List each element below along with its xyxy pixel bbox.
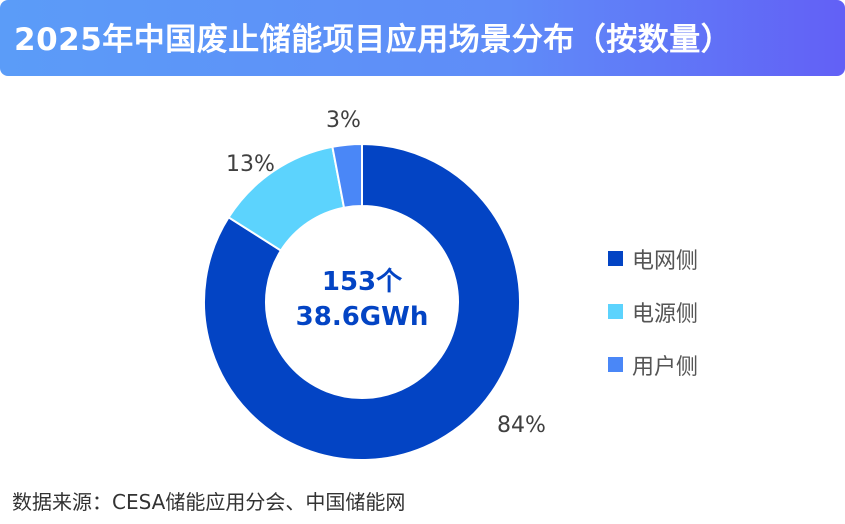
label-source-pct: 13% <box>226 152 275 177</box>
legend-item-source: 电源侧 <box>608 285 698 338</box>
slice-grid <box>203 142 521 461</box>
legend-label: 电源侧 <box>632 301 699 327</box>
chart-title: 2025年中国废止储能项目应用场景分布（按数量） <box>14 22 733 58</box>
legend-item-grid: 电网侧 <box>608 232 698 285</box>
legend-label: 电网侧 <box>632 248 699 274</box>
title-bar: 2025年中国废止储能项目应用场景分布（按数量） <box>0 0 845 76</box>
legend-swatch <box>608 304 623 319</box>
label-user-pct: 3% <box>326 108 361 133</box>
label-grid-pct: 84% <box>497 413 546 438</box>
legend: 电网侧 电源侧 用户侧 <box>608 232 698 391</box>
legend-label: 用户侧 <box>632 354 699 380</box>
center-count: 153个 <box>322 267 403 297</box>
slice-user <box>331 142 363 209</box>
legend-swatch <box>608 251 623 266</box>
center-capacity: 38.6GWh <box>296 302 429 332</box>
legend-swatch <box>608 357 623 372</box>
legend-item-user: 用户侧 <box>608 338 698 391</box>
data-source: 数据来源：CESA储能应用分会、中国储能网 <box>12 490 406 514</box>
